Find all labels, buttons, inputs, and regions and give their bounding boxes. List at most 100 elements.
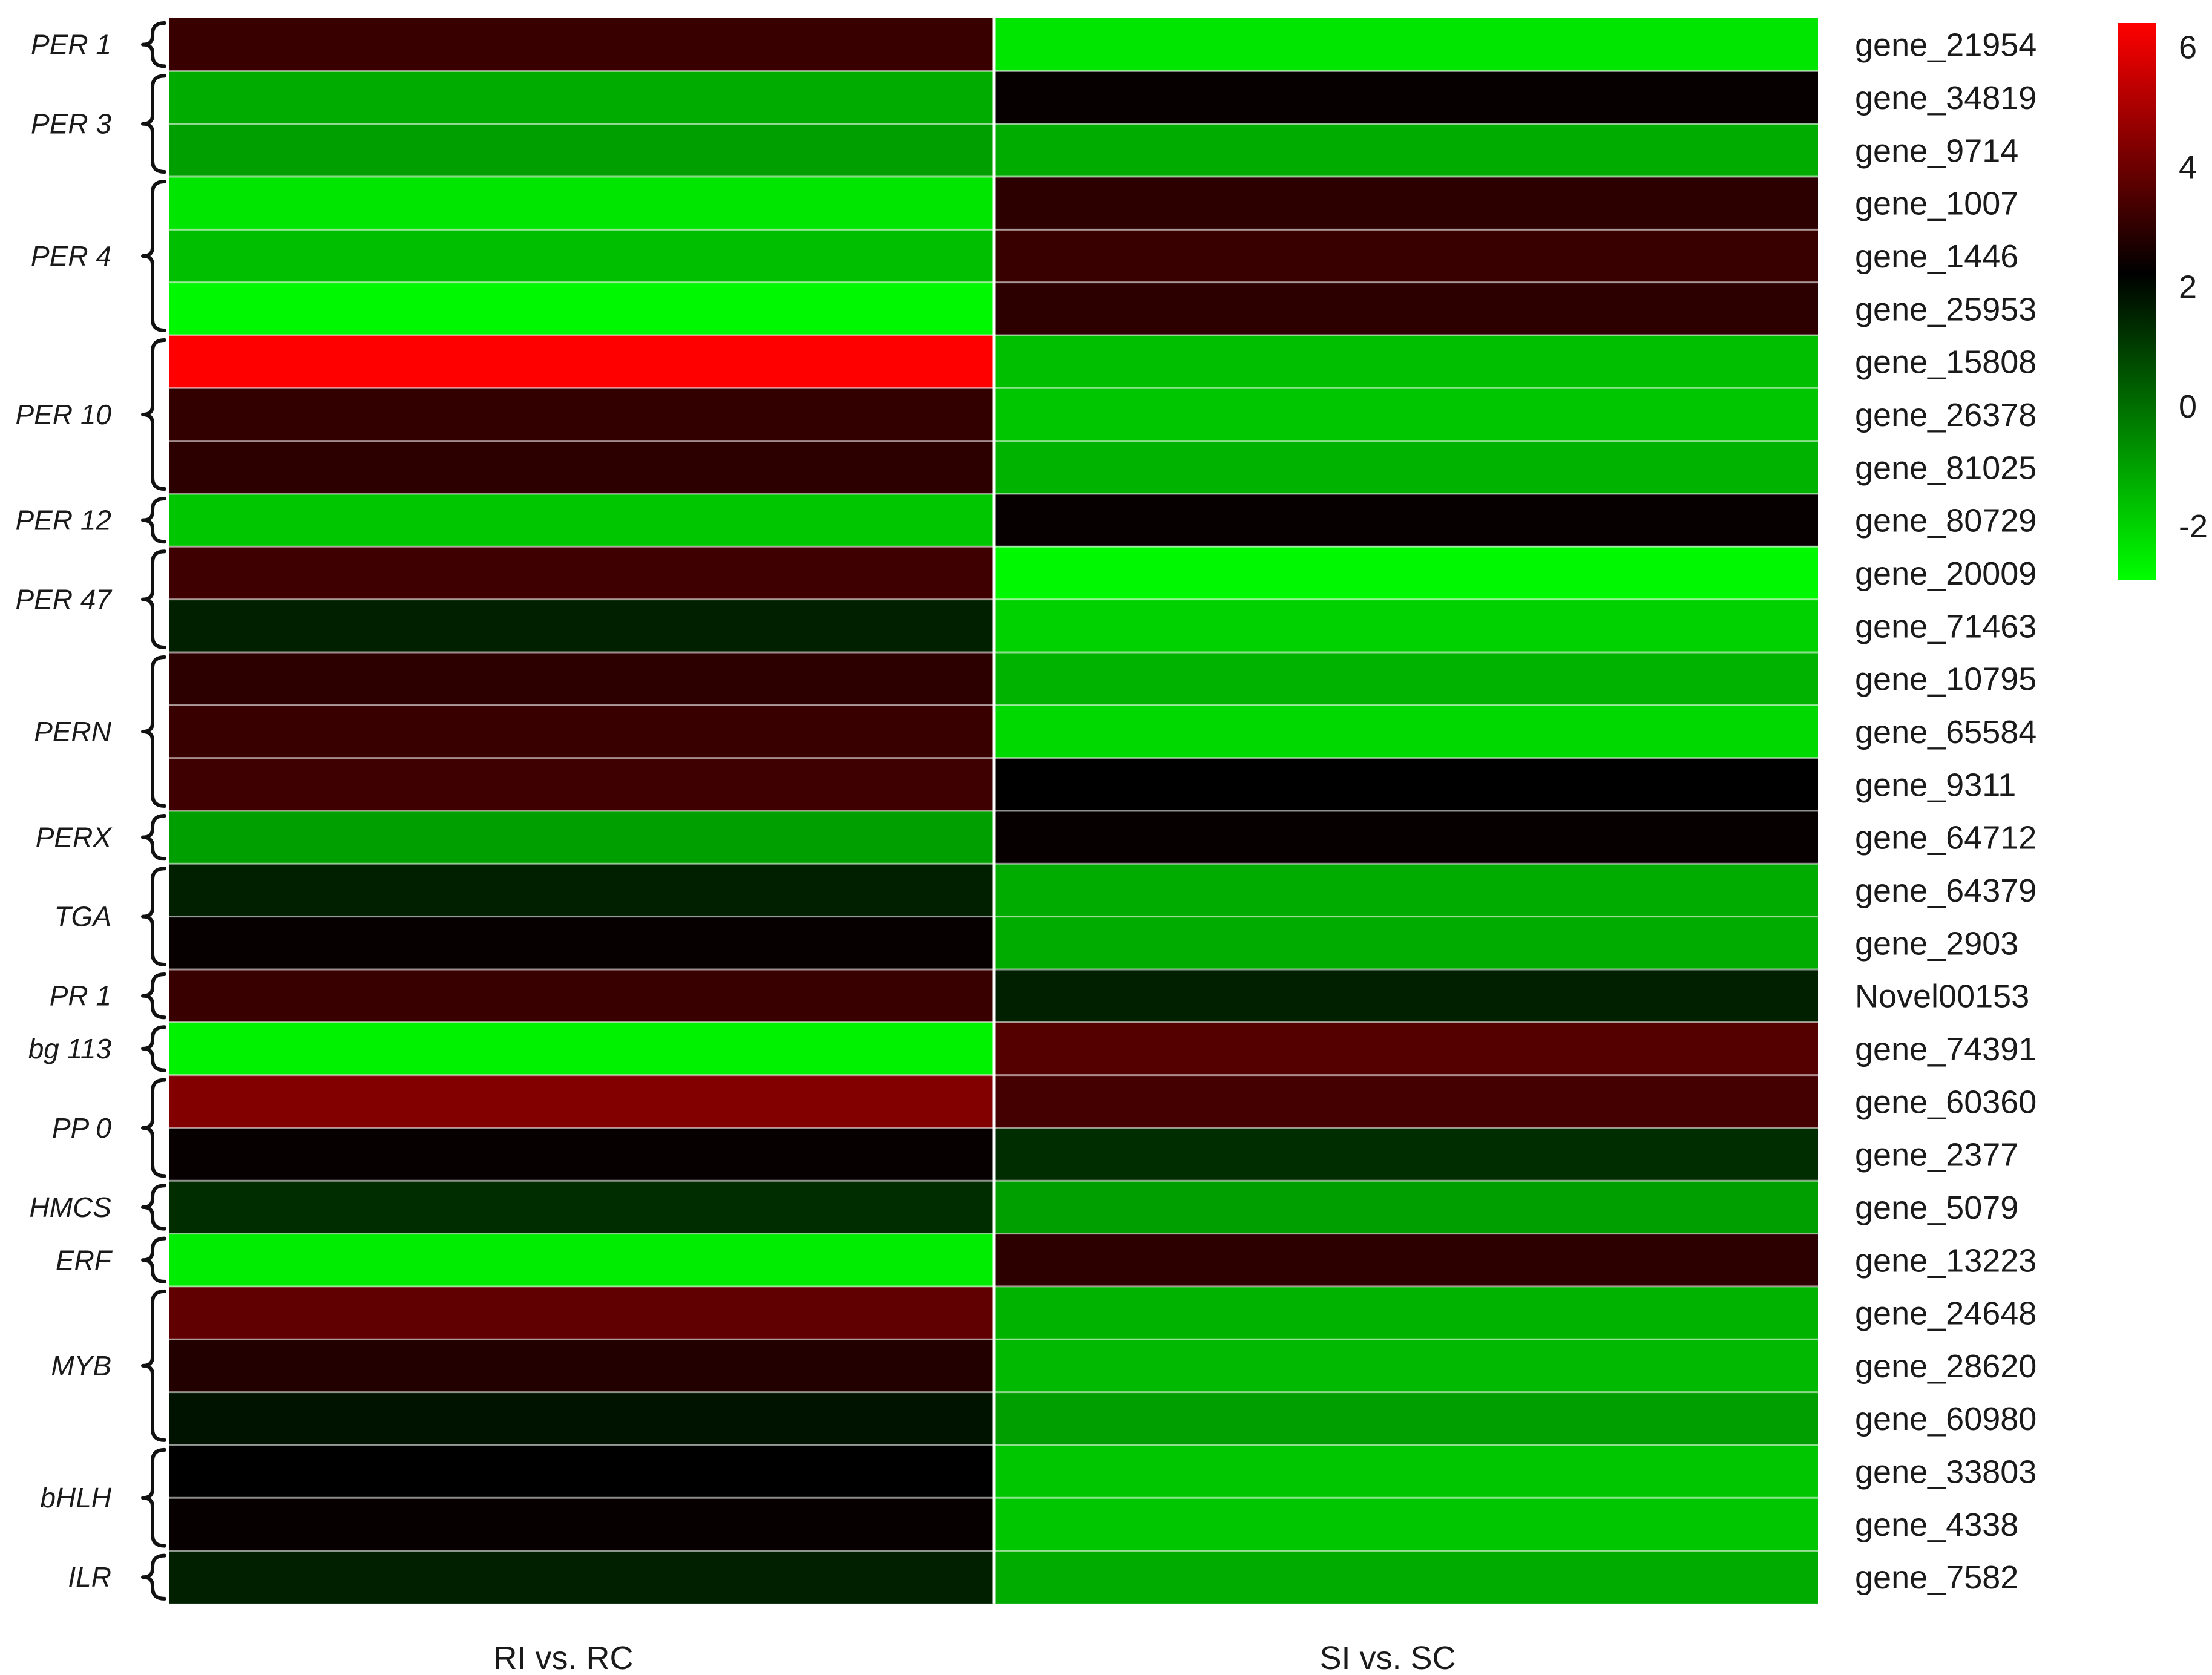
- heatmap-cells: [169, 18, 1818, 1604]
- gene-label: gene_7582: [1855, 1559, 2018, 1596]
- column-label: SI vs. SC: [1319, 1640, 1456, 1675]
- color-scale-tick-label: 4: [2179, 149, 2197, 185]
- gene-family-label: PER 12: [15, 505, 111, 536]
- color-scale-tick-label: 6: [2179, 30, 2197, 66]
- heatmap-cell: [169, 71, 994, 124]
- group-brace: [141, 74, 166, 174]
- gene-label: gene_1007: [1855, 186, 2018, 222]
- gene-label: gene_74391: [1855, 1031, 2036, 1067]
- group-brace: [141, 1553, 166, 1601]
- heatmap-cell: [994, 1127, 1818, 1181]
- gene-label: gene_1446: [1855, 238, 2018, 275]
- heatmap-cell: [169, 969, 994, 1023]
- heatmap-cell: [994, 176, 1818, 230]
- gene-label: gene_65584: [1855, 714, 2036, 750]
- heatmap-cell: [994, 1022, 1818, 1075]
- heatmap-cell: [994, 864, 1818, 917]
- heatmap-cell: [169, 1498, 994, 1551]
- gene-family-label: bHLH: [40, 1482, 111, 1513]
- heatmap-cell: [169, 705, 994, 758]
- heatmap-cell: [994, 493, 1818, 547]
- heatmap-cell: [994, 546, 1818, 600]
- heatmap-cell: [169, 335, 994, 388]
- heatmap-cell: [169, 441, 994, 494]
- heatmap-cell: [169, 123, 994, 177]
- heatmap-cell: [169, 1127, 994, 1181]
- heatmap-cell: [994, 123, 1818, 177]
- column-label: RI vs. RC: [493, 1640, 633, 1675]
- gene-label: gene_80729: [1855, 503, 2036, 539]
- heatmap-cell: [994, 969, 1818, 1023]
- heatmap-cell: [994, 1181, 1818, 1234]
- heatmap-cell: [994, 652, 1818, 706]
- group-brace: [141, 1236, 166, 1283]
- gene-label: gene_34819: [1855, 80, 2036, 116]
- heatmap-cell: [169, 546, 994, 600]
- heatmap-cell: [169, 388, 994, 441]
- color-scale-tick-label: 2: [2179, 269, 2197, 305]
- heatmap-cell: [994, 282, 1818, 335]
- heatmap-cell: [994, 1498, 1818, 1551]
- group-brace: [141, 813, 166, 861]
- gene-label: gene_71463: [1855, 608, 2036, 644]
- heatmap-cell: [994, 758, 1818, 811]
- heatmap-cell: [994, 18, 1818, 71]
- heatmap-cell: [169, 1022, 994, 1075]
- gene-label: gene_81025: [1855, 450, 2036, 486]
- gene-family-label: MYB: [51, 1350, 111, 1382]
- heatmap-cell: [169, 1550, 994, 1604]
- heatmap-cell: [169, 599, 994, 652]
- heatmap-cell: [994, 1339, 1818, 1392]
- color-scale-ticks: 6 4 2 0 -2: [2179, 30, 2208, 545]
- heatmap-cell: [994, 1286, 1818, 1340]
- heatmap-cell: [169, 1286, 994, 1340]
- cell-separators: [169, 18, 1818, 1604]
- heatmap-cell: [169, 493, 994, 547]
- gene-label: gene_4338: [1855, 1507, 2018, 1543]
- gene-family-label: TGA: [54, 901, 111, 933]
- gene-family-label: PR 1: [50, 980, 111, 1012]
- heatmap-cell: [169, 1075, 994, 1128]
- gene-label: gene_33803: [1855, 1454, 2036, 1490]
- column-labels: RI vs. RC SI vs. SC: [493, 1640, 1456, 1675]
- group-brace: [141, 1025, 166, 1072]
- gene-label: gene_64379: [1855, 873, 2036, 909]
- heatmap-cell: [169, 1181, 994, 1234]
- heatmap-cell: [994, 1233, 1818, 1287]
- heatmap-cell: [994, 335, 1818, 388]
- gene-family-label: ILR: [68, 1561, 111, 1593]
- gene-label: gene_15808: [1855, 344, 2036, 381]
- heatmap-cell: [994, 71, 1818, 124]
- gene-family-label: PERX: [36, 822, 113, 853]
- color-scale-tick-label: -2: [2179, 508, 2208, 545]
- heatmap-cell: [169, 916, 994, 969]
- gene-label: gene_24648: [1855, 1296, 2036, 1332]
- gene-family-label: PP 0: [52, 1112, 111, 1144]
- gene-label: gene_20009: [1855, 556, 2036, 592]
- heatmap-cell: [994, 1075, 1818, 1128]
- gene-label: gene_21954: [1855, 27, 2036, 64]
- gene-labels: gene_21954 gene_34819 gene_9714 gene_1007ge…: [1855, 27, 2036, 1596]
- heatmap-cell: [994, 1392, 1818, 1445]
- gene-label: gene_26378: [1855, 397, 2036, 433]
- gene-label: gene_28620: [1855, 1348, 2036, 1385]
- gene-family-label: PER 10: [15, 399, 111, 430]
- gene-family-label: HMCS: [30, 1192, 112, 1223]
- group-brace: [141, 1447, 166, 1548]
- heatmap-cell: [994, 916, 1818, 969]
- gene-family-groups: PER 1 PER 3 PER 4 PER 10 PER 12 PER 47 PERN PER…: [15, 21, 166, 1601]
- heatmap-cell: [169, 176, 994, 230]
- gene-label: gene_60980: [1855, 1401, 2036, 1437]
- group-brace: [141, 496, 166, 544]
- heatmap-cell: [169, 1444, 994, 1498]
- heatmap-cell: [994, 705, 1818, 758]
- group-brace: [141, 972, 166, 1020]
- heatmap-cell: [169, 758, 994, 811]
- gene-label: gene_5079: [1855, 1190, 2018, 1226]
- heatmap-cell: [994, 1550, 1818, 1604]
- gene-label: gene_25953: [1855, 291, 2036, 327]
- gene-label: gene_2903: [1855, 925, 2018, 962]
- group-brace: [141, 1289, 166, 1442]
- heatmap-cell: [994, 599, 1818, 652]
- group-brace: [141, 338, 166, 491]
